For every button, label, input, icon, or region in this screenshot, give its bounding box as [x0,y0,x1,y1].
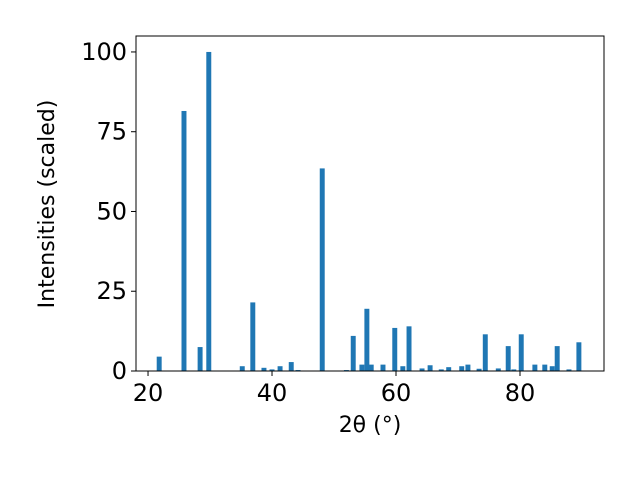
y-tick-label: 25 [96,277,127,305]
bar [427,365,433,371]
bar [250,302,256,371]
x-tick-label: 80 [505,379,536,407]
bar [446,367,452,371]
bar [419,368,425,371]
bar [400,366,406,371]
x-tick-label: 20 [133,379,164,407]
y-axis-label: Intensities (scaled) [35,100,60,309]
bar [459,366,465,371]
bar [368,364,374,371]
bar [269,369,275,371]
bar [482,334,488,371]
bar [549,366,555,371]
y-tick-label: 75 [96,118,127,146]
x-tick-label: 40 [257,379,288,407]
bar [364,308,370,371]
bar [350,335,356,371]
bar [359,364,365,371]
plot-frame [135,35,605,372]
bar [319,168,325,371]
x-tick-label: 60 [381,379,412,407]
bar [197,347,203,371]
bar [532,364,538,371]
bar [181,110,187,371]
y-tick-label: 50 [96,197,127,225]
bar [566,369,572,371]
x-axis-label: 2θ (°) [339,413,402,438]
bar [206,51,212,371]
bar [277,366,283,371]
bar [554,346,560,371]
bar [156,356,162,371]
bar [518,334,524,371]
bar [576,342,582,371]
bar [406,326,412,371]
bar [476,368,482,371]
y-tick-label: 0 [112,357,127,385]
bar [392,327,398,371]
bar [542,364,548,371]
bar [261,367,267,371]
y-tick-label: 100 [81,38,127,66]
bar [465,364,471,371]
bar [495,368,501,371]
bar [288,362,294,371]
bar [511,369,517,371]
bar [239,366,245,371]
bar [438,369,444,371]
bar [505,346,511,371]
bar [380,364,386,371]
